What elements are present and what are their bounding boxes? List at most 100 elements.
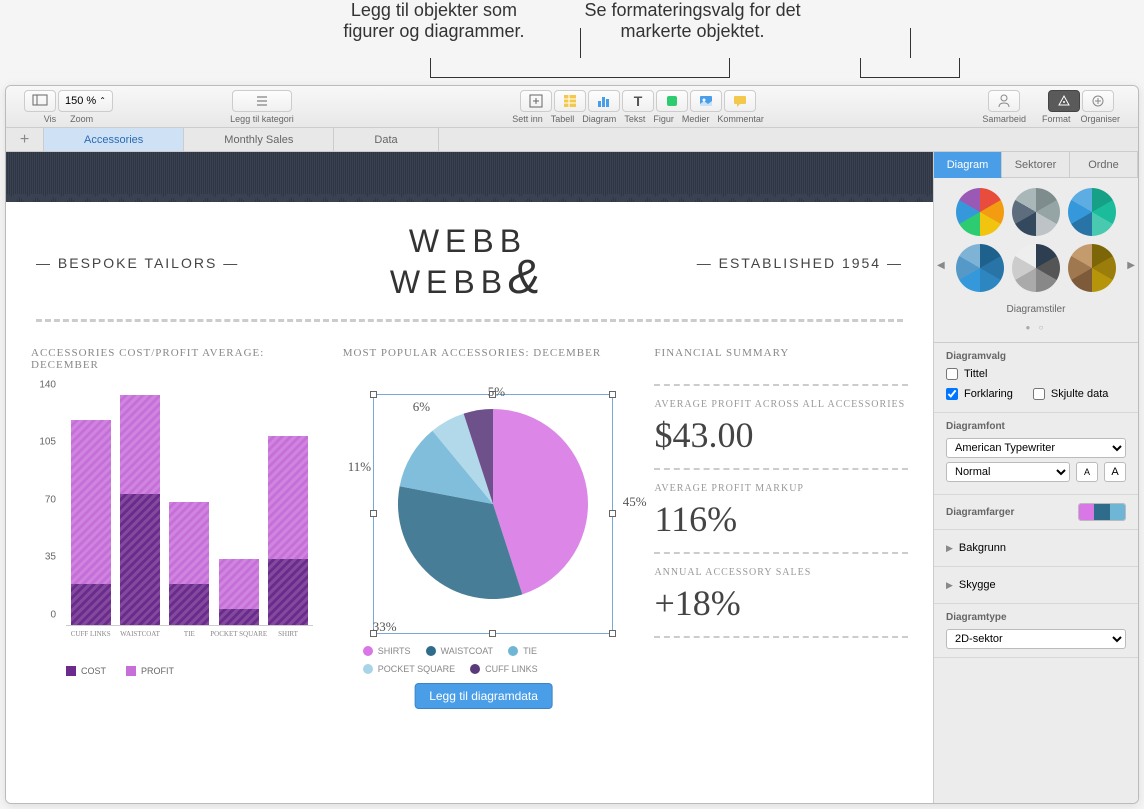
- resize-handle[interactable]: [609, 510, 616, 517]
- chart-style-option[interactable]: [1068, 244, 1116, 292]
- legend-text: POCKET SQUARE: [378, 664, 455, 674]
- format-button[interactable]: [1048, 90, 1080, 112]
- resize-handle[interactable]: [370, 510, 377, 517]
- bar-category-label: TIE: [184, 630, 195, 638]
- bar-group[interactable]: WAISTCOAT: [120, 395, 160, 625]
- bar-group[interactable]: POCKET SQUARE: [219, 559, 259, 625]
- font-weight-select[interactable]: Normal: [946, 462, 1070, 482]
- font-family-select[interactable]: American Typewriter: [946, 438, 1126, 458]
- inspector-tabs: DiagramSektorerOrdne: [934, 152, 1138, 178]
- legend-cost-label: COST: [81, 666, 106, 676]
- fin-divider: [654, 468, 908, 470]
- resize-handle[interactable]: [609, 391, 616, 398]
- pie-slice-label: 11%: [348, 459, 371, 475]
- financial-section: FINANCIAL SUMMARY AVERAGE PROFIT ACROSS …: [654, 347, 908, 676]
- fin-divider: [654, 552, 908, 554]
- comment-button[interactable]: [724, 90, 756, 112]
- chart-style-option[interactable]: [956, 244, 1004, 292]
- zoom-value: 150 %: [65, 95, 96, 107]
- title-checkbox[interactable]: [946, 368, 958, 380]
- triangle-icon: ▶: [946, 543, 953, 554]
- inspector-tab[interactable]: Ordne: [1070, 152, 1138, 178]
- resize-handle[interactable]: [370, 391, 377, 398]
- bar-profit-segment: [71, 420, 111, 584]
- pie-legend: SHIRTSWAISTCOATTIEPOCKET SQUARECUFF LINK…: [363, 646, 625, 674]
- text-label: Tekst: [624, 114, 645, 124]
- insert-button[interactable]: [520, 90, 552, 112]
- shadow-disclosure[interactable]: ▶ Skygge: [946, 575, 1126, 595]
- fin-divider: [654, 636, 908, 638]
- logo: WEBB WEBB&: [390, 227, 546, 299]
- canvas[interactable]: — BESPOKE TAILORS — WEBB WEBB& — ESTABLI…: [6, 152, 933, 803]
- shadow-label: Skygge: [959, 579, 996, 591]
- pie-legend-item: CUFF LINKS: [470, 664, 538, 674]
- bar-cost-segment: [169, 584, 209, 625]
- bar-group[interactable]: SHIRT: [268, 436, 308, 625]
- bar-cost-segment: [71, 584, 111, 625]
- hidden-data-checkbox[interactable]: [1033, 388, 1045, 400]
- resize-handle[interactable]: [489, 630, 496, 637]
- legend-text: CUFF LINKS: [485, 664, 538, 674]
- view-button[interactable]: [24, 90, 56, 112]
- chart-type-select[interactable]: 2D-sektor: [946, 629, 1126, 649]
- chart-style-option[interactable]: [956, 188, 1004, 236]
- pie-legend-item: TIE: [508, 646, 537, 656]
- fin-value: 116%: [654, 498, 908, 540]
- bar-y-axis: 03570105140: [31, 396, 61, 626]
- color-swatch: [1094, 504, 1109, 520]
- resize-handle[interactable]: [609, 630, 616, 637]
- collaborate-button[interactable]: [988, 90, 1020, 112]
- add-sheet-button[interactable]: +: [6, 128, 44, 151]
- y-tick: 70: [45, 494, 56, 505]
- bar-category-label: SHIRT: [278, 630, 298, 638]
- styles-prev[interactable]: ◀: [937, 260, 945, 271]
- text-button[interactable]: T: [622, 90, 654, 112]
- chart-style-option[interactable]: [1012, 188, 1060, 236]
- add-chart-data-button[interactable]: Legg til diagramdata: [414, 683, 553, 709]
- pie-legend-item: SHIRTS: [363, 646, 411, 656]
- header-left: — BESPOKE TAILORS —: [36, 255, 239, 271]
- zoom-select[interactable]: 150 % ⌃: [58, 90, 113, 112]
- bar-cost-segment: [268, 559, 308, 625]
- fin-value: +18%: [654, 582, 908, 624]
- table-button[interactable]: [554, 90, 586, 112]
- fin-label: ANNUAL ACCESSORY SALES: [654, 566, 908, 580]
- colors-heading: Diagramfarger: [946, 507, 1014, 518]
- callout-insert: Legg til objekter som figurer og diagram…: [343, 0, 524, 80]
- sheet-tab[interactable]: Accessories: [44, 128, 184, 151]
- legend-swatch: [470, 664, 480, 674]
- background-disclosure[interactable]: ▶Bakgrunn: [946, 538, 1126, 558]
- bar-group[interactable]: CUFF LINKS: [71, 420, 111, 625]
- bar-cost-segment: [120, 494, 160, 625]
- legend-profit-swatch: [126, 666, 136, 676]
- pie-chart[interactable]: 45%33%11%6%5% SHIRTSWAISTCOATTIEPOCKET S…: [343, 384, 625, 664]
- chart-style-option[interactable]: [1012, 244, 1060, 292]
- hidden-data-label: Skjulte data: [1051, 388, 1108, 400]
- zoom-label: Zoom: [70, 114, 93, 124]
- color-swatches-button[interactable]: [1078, 503, 1126, 521]
- category-button[interactable]: [232, 90, 292, 112]
- fin-label: AVERAGE PROFIT ACROSS ALL ACCESSORIES: [654, 398, 908, 412]
- font-larger-button[interactable]: A: [1104, 462, 1126, 482]
- chart-style-option[interactable]: [1068, 188, 1116, 236]
- color-swatch: [1079, 504, 1094, 520]
- bar-chart[interactable]: 03570105140 CUFF LINKSWAISTCOATTIEPOCKET…: [31, 396, 313, 676]
- triangle-icon: ▶: [946, 580, 953, 591]
- legend-checkbox[interactable]: [946, 388, 958, 400]
- sheet-tab[interactable]: Monthly Sales: [184, 128, 334, 151]
- chart-button[interactable]: [588, 90, 620, 112]
- font-smaller-button[interactable]: A: [1076, 462, 1098, 482]
- legend-swatch: [363, 664, 373, 674]
- sheet-tab[interactable]: Data: [334, 128, 438, 151]
- styles-next[interactable]: ▶: [1127, 260, 1135, 271]
- inspector-tab[interactable]: Sektorer: [1002, 152, 1070, 178]
- bar-category-label: CUFF LINKS: [71, 630, 111, 638]
- organize-button[interactable]: [1082, 90, 1114, 112]
- shape-button[interactable]: [656, 90, 688, 112]
- inspector-tab[interactable]: Diagram: [934, 152, 1002, 178]
- pie-slice-label: 5%: [488, 384, 505, 400]
- pie-slice-label: 45%: [623, 494, 647, 510]
- bar-group[interactable]: TIE: [169, 502, 209, 625]
- bar-category-label: POCKET SQUARE: [210, 630, 267, 638]
- media-button[interactable]: [690, 90, 722, 112]
